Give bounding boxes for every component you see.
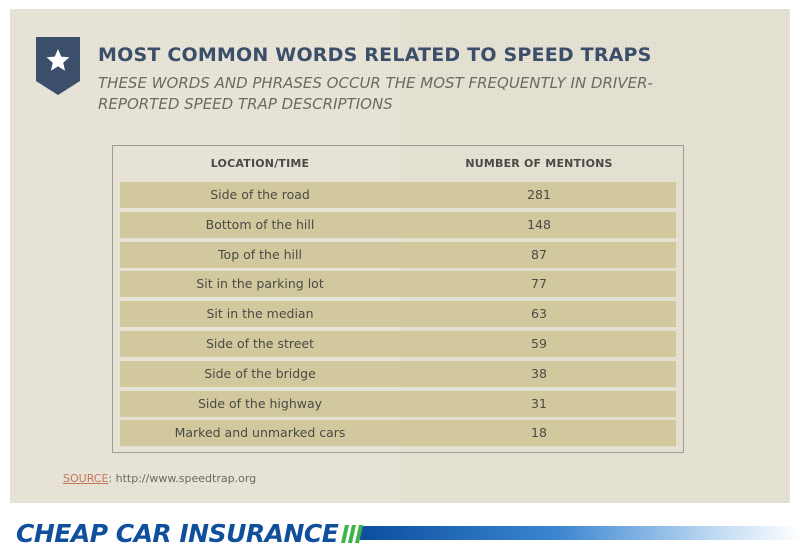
mentions-cell: 87	[531, 247, 547, 262]
table-row: Side of the street 59	[120, 331, 676, 357]
brand-logo: CHEAP CAR INSURANCE	[16, 519, 339, 548]
location-cell: Side of the road	[210, 187, 310, 202]
mentions-cell: 63	[531, 306, 547, 321]
source-url[interactable]: http://www.speedtrap.org	[115, 472, 257, 485]
footer-gradient-stripe	[360, 526, 800, 540]
column-header-mentions: NUMBER OF MENTIONS	[465, 157, 613, 170]
logo-stripes-icon	[341, 525, 363, 543]
source-label: SOURCE	[63, 472, 109, 485]
location-cell: Side of the bridge	[204, 366, 316, 381]
column-header-location: LOCATION/TIME	[210, 157, 310, 170]
mentions-cell: 18	[531, 425, 547, 440]
mentions-cell: 31	[531, 396, 547, 411]
table-row: Sit in the median 63	[120, 301, 676, 327]
table-row: Sit in the parking lot 77	[120, 271, 676, 297]
location-cell: Top of the hill	[218, 247, 302, 262]
chart-subtitle: THESE WORDS AND PHRASES OCCUR THE MOST F…	[98, 74, 653, 113]
table-row: Bottom of the hill 148	[120, 212, 676, 238]
location-cell: Side of the highway	[197, 396, 323, 411]
location-cell: Bottom of the hill	[205, 217, 315, 232]
table-row: Side of the road 281	[120, 182, 676, 208]
location-cell: Sit in the parking lot	[196, 276, 324, 291]
location-cell: Marked and unmarked cars	[174, 425, 346, 440]
source-separator: :	[108, 472, 116, 485]
location-cell: Side of the street	[205, 336, 315, 351]
chart-title: MOST COMMON WORDS RELATED TO SPEED TRAPS	[98, 44, 652, 66]
star-icon	[46, 49, 70, 71]
table-frame	[112, 145, 684, 453]
mentions-cell: 148	[527, 217, 551, 232]
table-row: Marked and unmarked cars 18	[120, 420, 676, 446]
mentions-cell: 77	[531, 276, 547, 291]
table-row: Side of the bridge 38	[120, 361, 676, 387]
mentions-cell: 38	[531, 366, 547, 381]
location-cell: Sit in the median	[206, 306, 314, 321]
table-row: Side of the highway 31	[120, 391, 676, 417]
brand-logo-text: CHEAP CAR INSURANCE	[16, 519, 339, 548]
mentions-cell: 281	[527, 187, 551, 202]
table-row: Top of the hill 87	[120, 242, 676, 268]
source-note: SOURCE: http://www.speedtrap.org	[63, 472, 256, 485]
mentions-cell: 59	[531, 336, 547, 351]
star-badge-icon	[36, 37, 80, 95]
